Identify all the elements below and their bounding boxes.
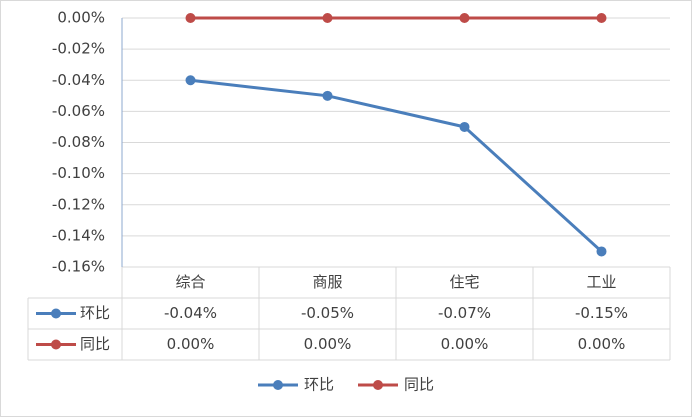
table-value: -0.15%	[575, 304, 628, 322]
legend-marker	[373, 380, 383, 390]
x-tick-label: 商服	[312, 273, 342, 291]
table-value: -0.04%	[164, 304, 217, 322]
table-value: 0.00%	[167, 335, 215, 353]
x-tick-label: 综合	[175, 273, 205, 291]
table-row-label: 环比	[80, 304, 110, 322]
legend-label: 同比	[404, 376, 434, 394]
data-point	[596, 246, 607, 257]
legend-label: 环比	[304, 376, 334, 394]
table-value: 0.00%	[441, 335, 489, 353]
data-point	[459, 121, 470, 132]
series-line	[190, 78, 603, 253]
data-point	[185, 75, 196, 86]
table-value: -0.05%	[301, 304, 354, 322]
table-legend-marker	[51, 339, 61, 350]
table-row-label: 同比	[80, 335, 110, 353]
table-value: 0.00%	[304, 335, 352, 353]
x-tick-label: 住宅	[449, 273, 479, 291]
data-point	[322, 90, 333, 101]
y-tick-label: -0.14%	[52, 226, 105, 244]
y-tick-label: -0.12%	[52, 195, 105, 213]
y-tick-label: -0.08%	[52, 133, 105, 151]
y-tick-label: -0.10%	[52, 164, 105, 182]
table-legend-marker	[51, 308, 61, 319]
legend-marker	[273, 380, 283, 390]
data-point	[459, 13, 470, 23]
data-point	[185, 13, 196, 23]
x-tick-label: 工业	[586, 273, 616, 291]
y-tick-label: -0.02%	[52, 40, 105, 58]
y-tick-label: -0.16%	[52, 258, 105, 276]
y-tick-label: -0.04%	[52, 71, 105, 89]
data-point	[596, 13, 607, 23]
y-tick-label: -0.06%	[52, 102, 105, 120]
y-tick-label: 0.00%	[57, 9, 105, 27]
data-point	[322, 13, 333, 23]
table-value: 0.00%	[578, 335, 626, 353]
table-value: -0.07%	[438, 304, 491, 322]
